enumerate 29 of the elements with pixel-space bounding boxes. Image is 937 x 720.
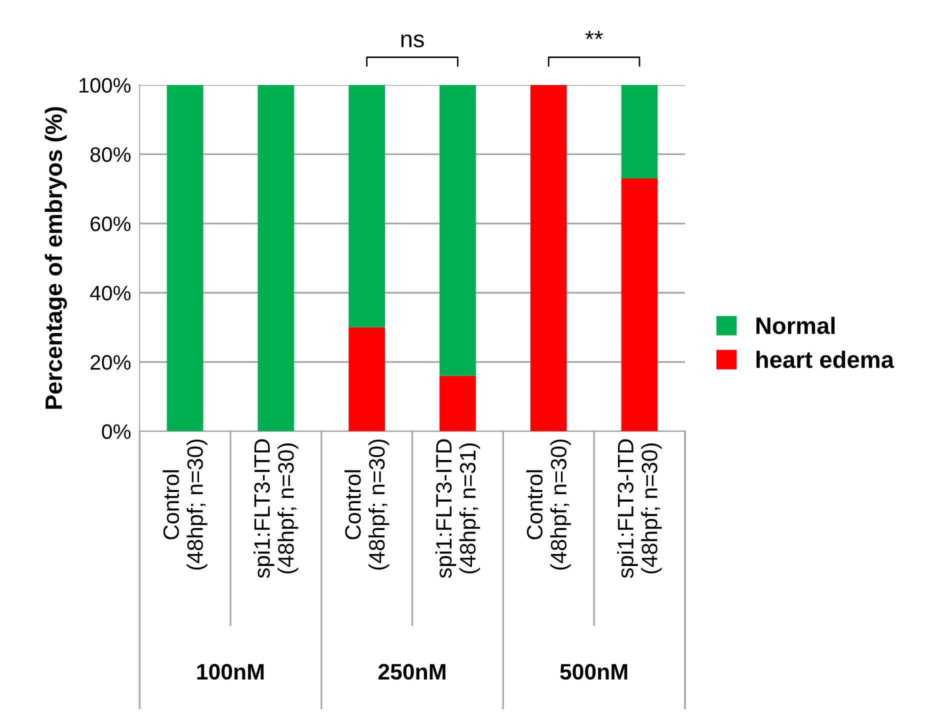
x-tick-label: spi1:FLT3-ITD (48hpf; n=31) [435,439,480,578]
text: 500nM [560,664,628,680]
bar [621,178,658,432]
legend-label: Normal [756,316,835,334]
bar [530,84,567,432]
x-tick-label: Control (48hpf; n=30) [344,440,390,570]
x-tick-label: spi1:FLT3-ITD (48hpf; n=30) [254,439,298,578]
legend-label: heart edema [756,350,894,368]
x-tick-label: spi1:FLT3-ITD (48hpf; n=30) [617,439,662,578]
y-tick-label: 100% [80,78,131,93]
x-tick-label: Control (48hpf; n=30) [526,440,571,570]
y-tick-label: 80% [90,147,131,162]
bar [258,84,294,432]
y-tick-label: 0% [102,424,131,440]
text: 250nM [378,664,446,680]
y-tick-label: 20% [90,355,131,370]
y-axis-title: Percentage of embryos (%) [44,107,67,409]
x-tick-label: Control (48hpf; n=30) [162,440,208,570]
bar [166,84,204,432]
text: 100nM [197,664,264,680]
bar [440,376,476,432]
bar [348,327,386,432]
y-tick-label: 40% [90,286,131,301]
bar [348,84,386,328]
text: ** [585,30,603,40]
bar [440,84,476,376]
text: ns [401,34,424,48]
bar [621,84,658,178]
y-tick-label: 60% [90,216,131,232]
